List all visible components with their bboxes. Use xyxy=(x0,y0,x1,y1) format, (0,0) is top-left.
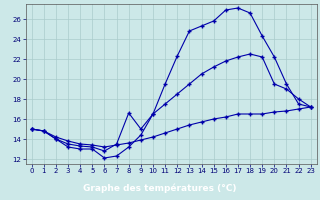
Text: Graphe des températures (°C): Graphe des températures (°C) xyxy=(83,184,237,193)
